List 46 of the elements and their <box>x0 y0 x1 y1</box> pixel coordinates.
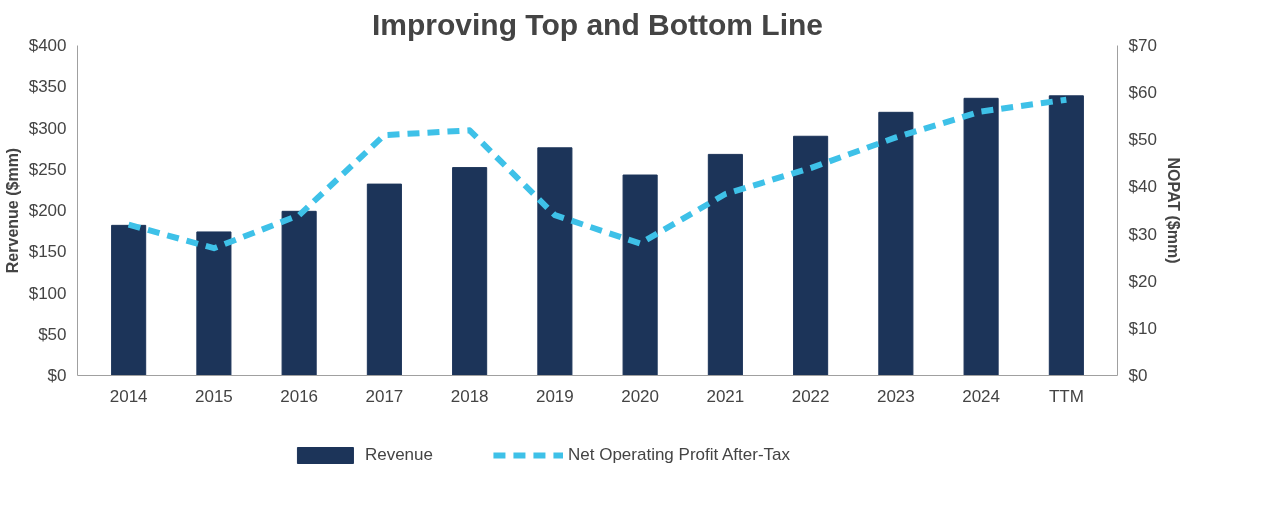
bar <box>707 153 743 376</box>
y2-tick-label: $10 <box>1128 318 1157 338</box>
y2-tick-label: $70 <box>1128 36 1157 55</box>
y-tick-label: $100 <box>28 283 67 303</box>
y-tick-label: $200 <box>28 201 67 220</box>
y-tick-label: $300 <box>28 118 67 138</box>
bar <box>452 167 488 376</box>
x-tick-label: 2015 <box>194 386 233 406</box>
x-tick-label: 2019 <box>535 386 574 406</box>
bar <box>878 111 914 376</box>
x-tick-label: 2017 <box>365 386 404 406</box>
y-tick-label: $350 <box>28 77 67 97</box>
bar <box>111 224 147 376</box>
y2-tick-label: $0 <box>1128 366 1148 385</box>
y2-axis-title: NOPAT ($mm) <box>1164 157 1182 264</box>
y-tick-label: $250 <box>28 159 67 179</box>
y-tick-label: $400 <box>28 36 67 55</box>
x-tick-label: 2016 <box>280 386 319 406</box>
x-tick-label: 2022 <box>791 386 830 406</box>
x-tick-label: 2020 <box>621 386 660 406</box>
bar <box>793 135 829 376</box>
bar <box>366 183 402 376</box>
y2-tick-label: $50 <box>1128 130 1157 150</box>
y-tick-label: $0 <box>47 366 67 385</box>
chart-title: Improving Top and Bottom Line <box>371 7 824 41</box>
bar <box>963 97 999 376</box>
x-tick-label: 2024 <box>962 386 1001 406</box>
y-axis-title: Rervenue ($mm) <box>3 147 21 274</box>
bar <box>1048 95 1084 376</box>
y2-tick-label: $60 <box>1128 83 1157 103</box>
bar <box>537 147 573 376</box>
x-tick-label: 2014 <box>109 386 148 406</box>
bar <box>622 174 658 376</box>
x-tick-label: 2018 <box>450 386 489 406</box>
y2-tick-label: $20 <box>1128 271 1157 291</box>
legend-label: Net Operating Profit After-Tax <box>567 445 791 465</box>
y2-tick-label: $40 <box>1128 177 1157 197</box>
y2-tick-label: $30 <box>1128 224 1157 244</box>
x-tick-label: TTM <box>1048 386 1084 406</box>
legend-label: Revenue <box>364 445 433 465</box>
bar <box>281 210 317 376</box>
y-tick-label: $50 <box>38 324 67 344</box>
x-tick-label: 2023 <box>876 386 915 406</box>
x-tick-label: 2021 <box>706 386 745 406</box>
y-tick-label: $150 <box>28 242 67 262</box>
bar <box>196 231 232 376</box>
